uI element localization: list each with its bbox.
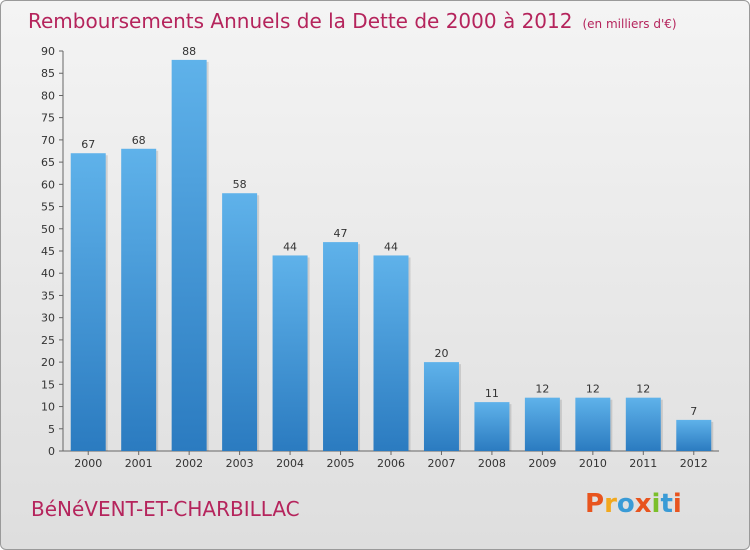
bar-value-label: 58	[233, 178, 247, 191]
x-tick-label: 2011	[629, 457, 657, 470]
chart-title-text: Remboursements Annuels de la Dette de 20…	[28, 9, 573, 33]
y-tick-label: 50	[41, 223, 55, 236]
y-tick-label: 45	[41, 245, 55, 258]
y-tick-label: 35	[41, 289, 55, 302]
bar	[121, 148, 157, 451]
bar-shadow	[408, 257, 411, 451]
x-tick-label: 2003	[226, 457, 254, 470]
logo-letter: x	[634, 489, 652, 519]
y-tick-label: 0	[48, 445, 55, 458]
commune-name: BéNéVENT-ET-CHARBILLAC	[31, 497, 300, 521]
bar-shadow	[660, 399, 663, 451]
x-tick-label: 2010	[579, 457, 607, 470]
logo-letter: P	[585, 489, 605, 519]
bar-shadow	[509, 404, 512, 451]
bar-value-label: 44	[283, 240, 297, 253]
x-tick-label: 2000	[74, 457, 102, 470]
bar	[171, 59, 207, 452]
y-tick-label: 25	[41, 334, 55, 347]
y-tick-label: 90	[41, 45, 55, 58]
bar-value-label: 12	[535, 383, 549, 396]
bar-shadow	[105, 155, 108, 451]
logo-letter: o	[616, 489, 635, 519]
bar	[524, 397, 560, 451]
bar-value-label: 88	[182, 45, 196, 58]
y-tick-label: 80	[41, 89, 55, 102]
y-tick-label: 40	[41, 267, 55, 280]
bar-value-label: 7	[690, 405, 697, 418]
bar-value-label: 11	[485, 387, 499, 400]
y-tick-label: 30	[41, 312, 55, 325]
y-tick-label: 75	[41, 112, 55, 125]
bar-shadow	[307, 257, 310, 451]
bar-value-label: 20	[434, 347, 448, 360]
y-tick-label: 5	[48, 423, 55, 436]
bar	[272, 255, 308, 451]
bar-value-label: 12	[636, 383, 650, 396]
logo-letter: t	[660, 489, 673, 519]
y-tick-label: 65	[41, 156, 55, 169]
bar	[474, 402, 510, 451]
bar-shadow	[156, 150, 159, 451]
bar-value-label: 44	[384, 240, 398, 253]
x-tick-label: 2009	[528, 457, 556, 470]
bar	[575, 397, 611, 451]
y-tick-label: 55	[41, 201, 55, 214]
x-tick-label: 2002	[175, 457, 203, 470]
bar-value-label: 47	[334, 227, 348, 240]
bar-shadow	[458, 364, 461, 451]
x-tick-label: 2008	[478, 457, 506, 470]
bar	[423, 362, 459, 451]
chart-title: Remboursements Annuels de la Dette de 20…	[28, 9, 677, 33]
logo-letter: i	[651, 489, 661, 519]
bar-value-label: 67	[81, 138, 95, 151]
x-tick-label: 2012	[680, 457, 708, 470]
y-tick-label: 60	[41, 178, 55, 191]
x-tick-label: 2005	[327, 457, 355, 470]
y-tick-label: 85	[41, 67, 55, 80]
y-tick-label: 10	[41, 401, 55, 414]
proxiti-logo: Proxiti	[585, 489, 682, 519]
y-tick-label: 20	[41, 356, 55, 369]
x-tick-label: 2006	[377, 457, 405, 470]
bars: 67 68 88 58 44 47 44 20 11 12 12 12 7	[70, 45, 714, 452]
bar-value-label: 12	[586, 383, 600, 396]
bar	[222, 193, 258, 451]
x-tick-label: 2004	[276, 457, 304, 470]
bar	[676, 419, 712, 451]
bar-shadow	[559, 399, 562, 451]
x-tick-label: 2007	[427, 457, 455, 470]
bar	[323, 242, 359, 451]
bar-shadow	[257, 195, 260, 451]
x-tick-label: 2001	[125, 457, 153, 470]
axes: 0 5 10 15 20 25 30 35 40 45 50 55 60 65 70 75 80 85 90 2000…	[41, 45, 719, 470]
logo-letter: r	[604, 489, 617, 519]
y-tick-label: 15	[41, 378, 55, 391]
chart-unit: (en milliers d'€)	[582, 17, 677, 31]
bar	[625, 397, 661, 451]
bar	[70, 153, 106, 451]
bar	[373, 255, 409, 451]
bar-shadow	[711, 421, 714, 451]
bar-shadow	[206, 61, 209, 452]
y-tick-label: 70	[41, 134, 55, 147]
bar-shadow	[610, 399, 613, 451]
logo-letter: i	[672, 489, 682, 519]
bar-value-label: 68	[132, 134, 146, 147]
bar-shadow	[358, 244, 361, 451]
